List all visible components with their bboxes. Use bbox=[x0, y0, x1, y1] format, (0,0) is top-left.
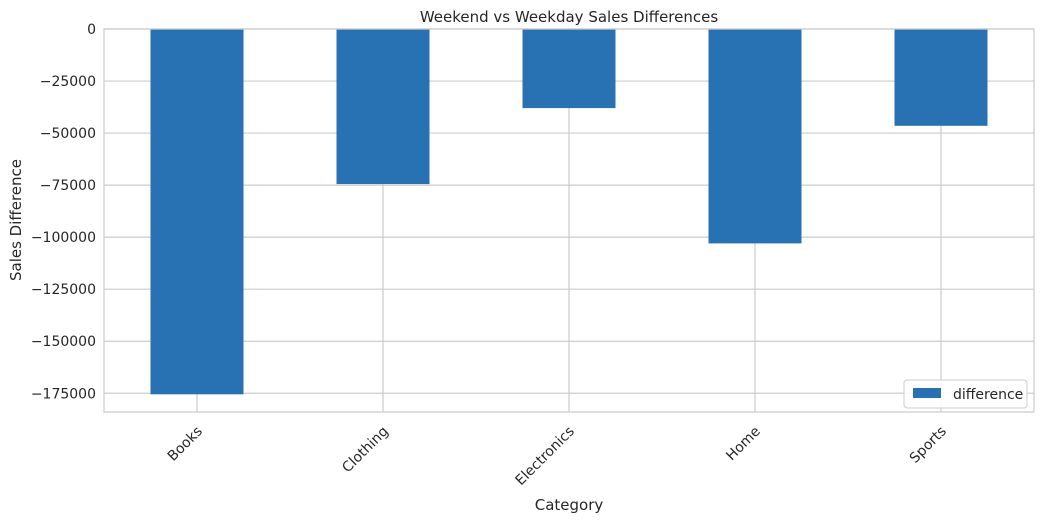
plot-frame bbox=[103, 28, 1035, 413]
y-tick-labels: 0 −25000 −50000 −75000 −100000 −125000 −150000… bbox=[31, 22, 96, 402]
x-tick-label: Home bbox=[723, 424, 764, 465]
y-tick-label: −125000 bbox=[31, 282, 96, 298]
y-tick-label: −175000 bbox=[31, 386, 96, 402]
x-tick-labels: Books Clothing Electronics Home Sports bbox=[165, 424, 950, 489]
x-tick-label: Sports bbox=[907, 424, 950, 467]
chart-title: Weekend vs Weekday Sales Differences bbox=[420, 8, 719, 26]
legend-label: difference bbox=[953, 387, 1023, 403]
x-tick-label: Clothing bbox=[339, 424, 392, 477]
y-tick-label: 0 bbox=[87, 22, 96, 38]
bar-electronics bbox=[522, 29, 616, 109]
y-tick-label: −75000 bbox=[40, 178, 96, 194]
legend: difference bbox=[903, 379, 1028, 409]
bar-sports bbox=[894, 29, 988, 126]
y-tick-label: −100000 bbox=[31, 230, 96, 246]
y-tick-label: −50000 bbox=[40, 126, 96, 142]
y-axis-label: Sales Difference bbox=[7, 159, 25, 281]
x-tick-label: Electronics bbox=[513, 424, 578, 489]
bar-books bbox=[150, 29, 244, 395]
x-tick-label: Books bbox=[165, 424, 206, 465]
y-tick-label: −25000 bbox=[40, 74, 96, 90]
bar-home bbox=[708, 29, 802, 244]
bar-clothing bbox=[336, 29, 430, 185]
x-axis-label: Category bbox=[535, 496, 604, 514]
legend-box bbox=[903, 379, 1028, 409]
y-tick-label: −150000 bbox=[31, 334, 96, 350]
legend-swatch bbox=[913, 388, 941, 398]
bars bbox=[150, 29, 988, 395]
